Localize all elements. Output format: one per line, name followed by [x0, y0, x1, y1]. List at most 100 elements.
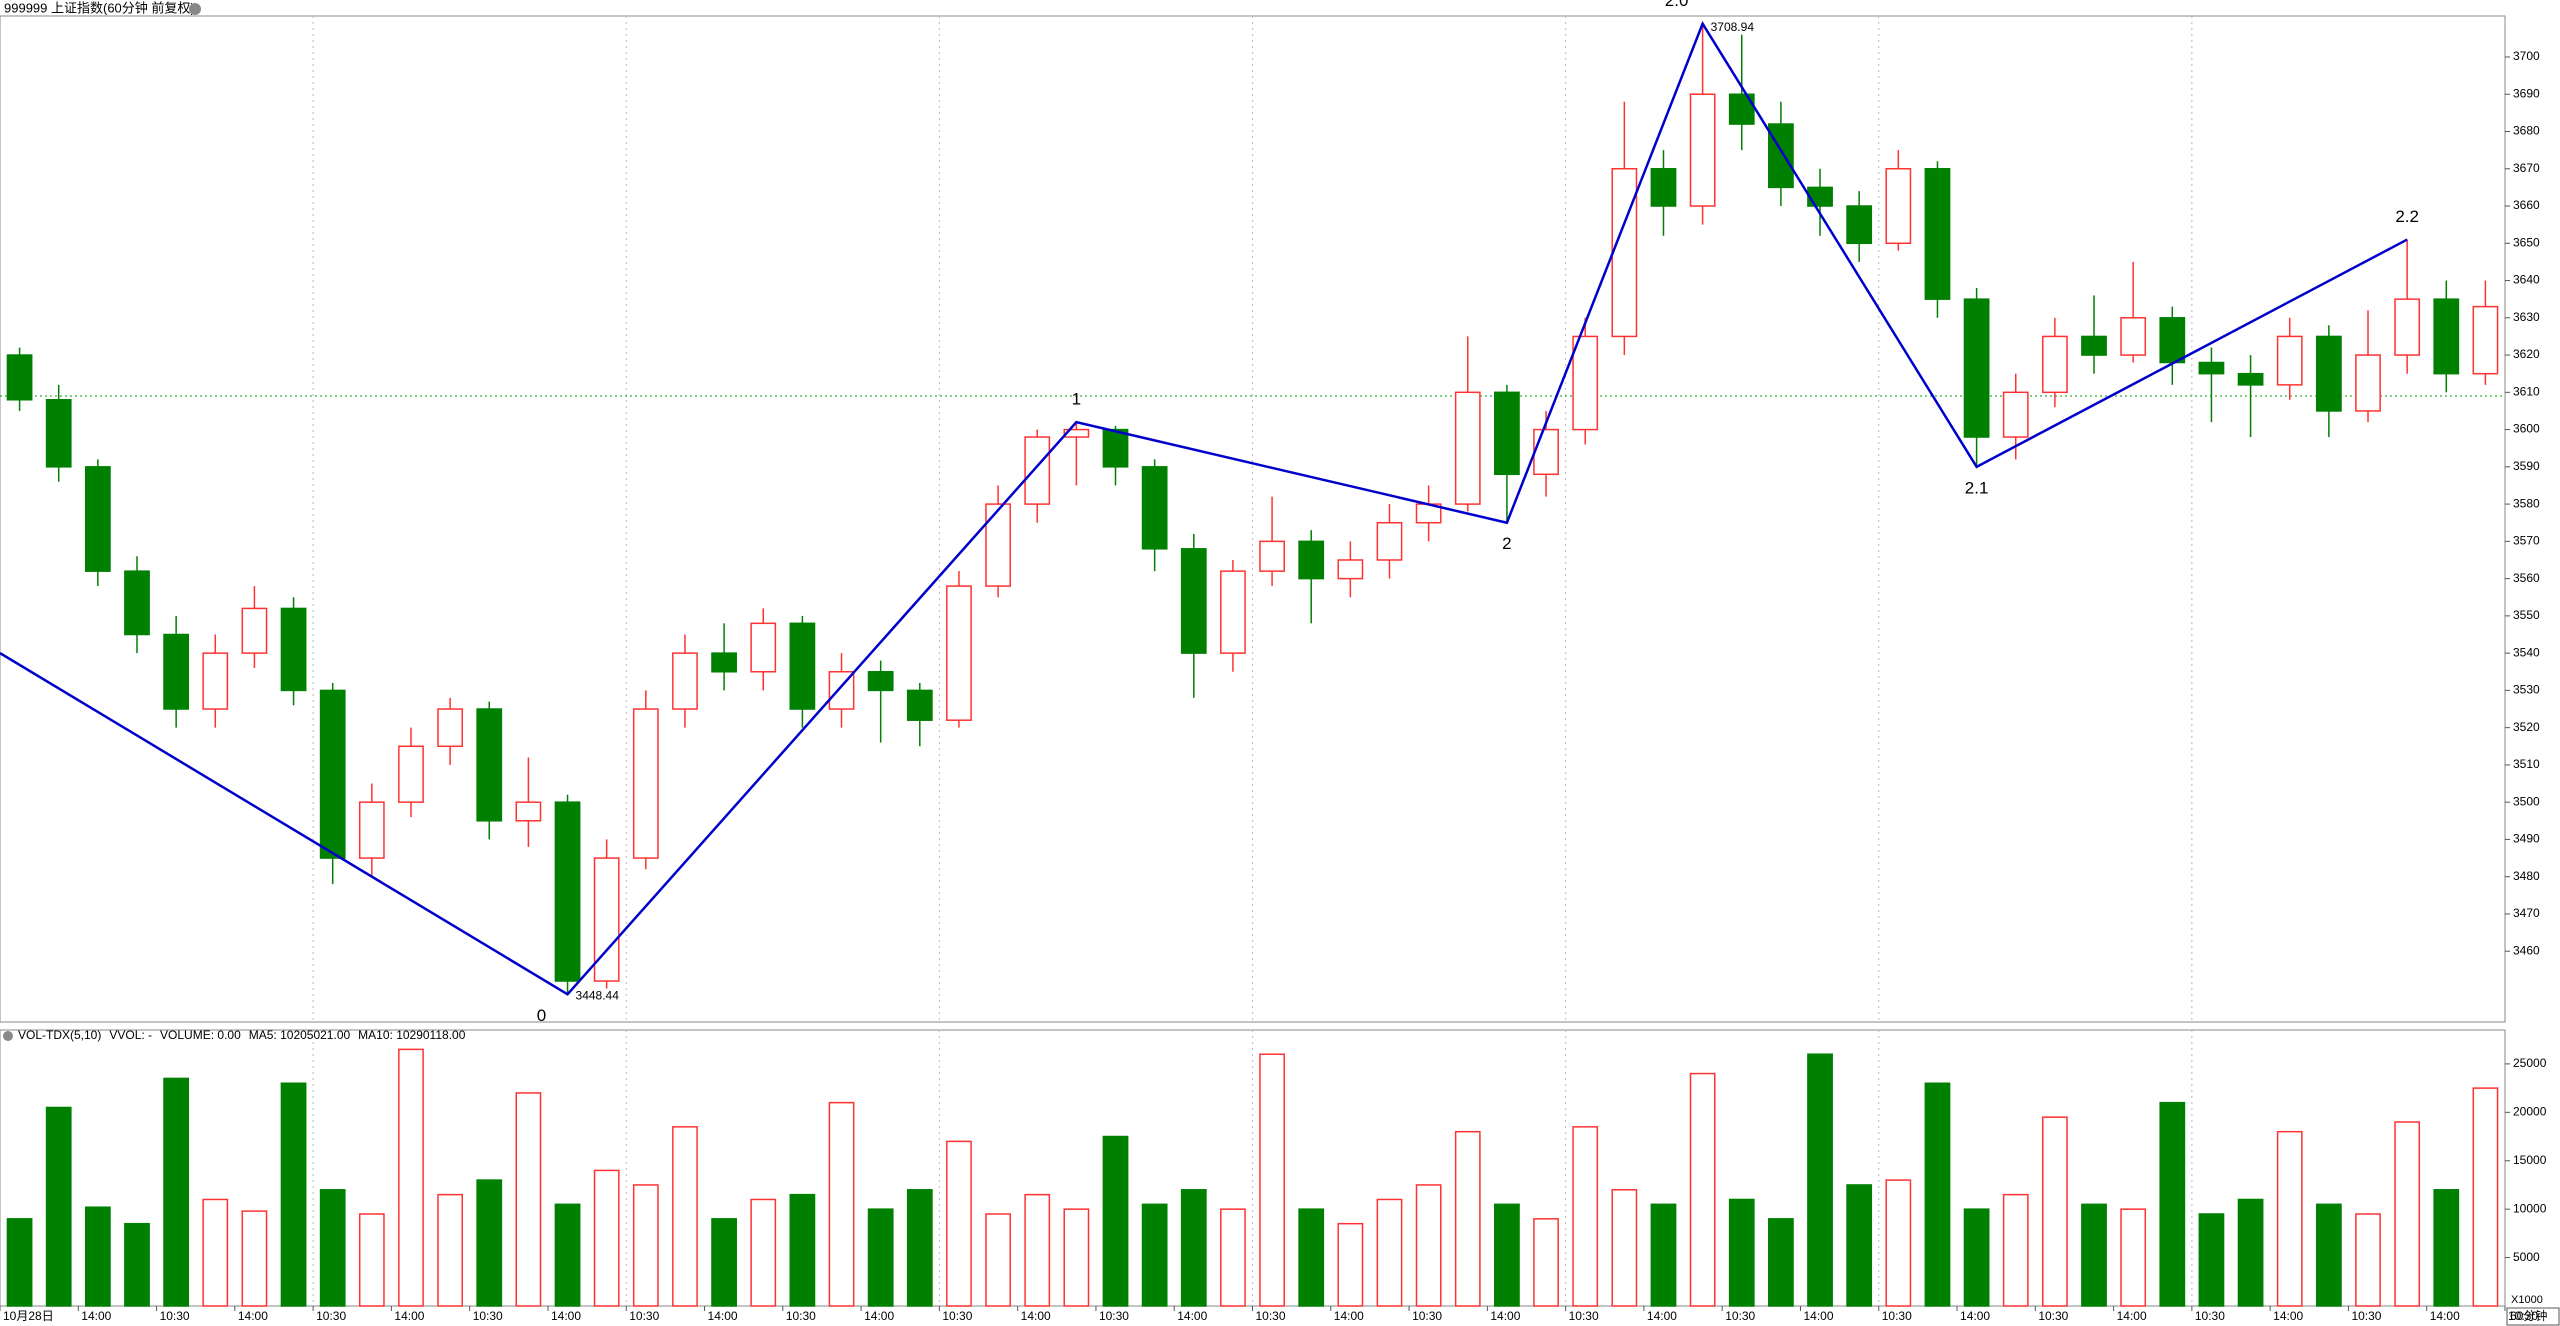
- volume-bar: [1141, 1203, 1168, 1307]
- candle-body: [1533, 428, 1559, 476]
- volume-bar: [124, 1222, 150, 1307]
- volume-bar: [1494, 1203, 1520, 1307]
- volume-tick-label: 15000: [2513, 1153, 2547, 1167]
- y-tick-label: 3460: [2513, 943, 2540, 957]
- x-tick-label: 10:30: [629, 1309, 659, 1323]
- y-tick-label: 3550: [2513, 608, 2540, 622]
- candle-body: [1102, 428, 1129, 468]
- pivot-label: 2.1: [1965, 478, 1989, 497]
- volume-bar: [1611, 1189, 1638, 1307]
- candle-body: [2002, 391, 2029, 438]
- volume-bar: [946, 1140, 972, 1307]
- x-tick-label: 10:30: [1569, 1309, 1599, 1323]
- x-tick-label: 10:30: [942, 1309, 972, 1323]
- candle-body: [2276, 335, 2303, 386]
- candle-body: [515, 801, 542, 822]
- volume-bar: [1259, 1053, 1285, 1307]
- volume-bar: [319, 1189, 346, 1307]
- candle-body: [1846, 205, 1873, 245]
- volume-bar: [828, 1101, 855, 1307]
- candle-body: [84, 466, 111, 572]
- candle-body: [45, 399, 72, 468]
- volume-bar: [1924, 1082, 1951, 1307]
- candle-body: [319, 689, 346, 859]
- candle-body: [2198, 361, 2225, 375]
- candle-body: [1572, 335, 1599, 431]
- volume-tick-label: 20000: [2513, 1104, 2547, 1118]
- pivot-label: 2.2: [2395, 207, 2419, 226]
- y-tick-label: 3700: [2513, 49, 2540, 63]
- candle-body: [2237, 372, 2264, 386]
- candle-body: [1885, 168, 1912, 245]
- candle-body: [241, 607, 268, 654]
- candle-body: [1337, 559, 1364, 580]
- volume-bar: [1024, 1193, 1051, 1307]
- x-tick-label: 10:30: [1099, 1309, 1129, 1323]
- volume-bar: [985, 1213, 1011, 1307]
- volume-icon[interactable]: [3, 1031, 13, 1041]
- candle-body: [6, 354, 33, 401]
- candle-body: [124, 570, 150, 636]
- title-icon[interactable]: [189, 3, 201, 15]
- volume-bar: [1337, 1222, 1364, 1307]
- volume-bar: [6, 1218, 33, 1307]
- volume-bar: [515, 1092, 542, 1307]
- x-tick-label: 14:00: [2117, 1309, 2147, 1323]
- volume-bar: [163, 1077, 190, 1307]
- y-tick-label: 3470: [2513, 906, 2540, 920]
- y-tick-label: 3530: [2513, 683, 2540, 697]
- x-tick-label: 14:00: [1021, 1309, 1051, 1323]
- candle-body: [358, 801, 385, 859]
- volume-bar: [2120, 1208, 2147, 1307]
- volume-bar: [1063, 1208, 1090, 1307]
- volume-bar: [1846, 1184, 1873, 1307]
- x-tick-label: 10:30: [786, 1309, 816, 1323]
- candle-body: [593, 857, 620, 982]
- candle-body: [2041, 335, 2068, 394]
- candle-body: [632, 708, 659, 859]
- candle-body: [2159, 317, 2186, 364]
- volume-bar: [84, 1206, 111, 1307]
- volume-bar: [2355, 1213, 2381, 1307]
- candle-body: [437, 708, 464, 748]
- volume-bar: [789, 1193, 816, 1307]
- x-tick-label: 10:30: [316, 1309, 346, 1323]
- x-tick-label: 14:00: [708, 1309, 738, 1323]
- volume-bar: [1963, 1208, 1990, 1307]
- candle-body: [1611, 168, 1638, 338]
- x-tick-label: 10:30: [1882, 1309, 1912, 1323]
- x-tick-label: 14:00: [1960, 1309, 1990, 1323]
- candle-body: [1768, 123, 1794, 189]
- y-tick-label: 3610: [2513, 384, 2540, 398]
- volume-bar: [241, 1210, 268, 1307]
- volume-bar: [2081, 1203, 2107, 1307]
- volume-header: MA5: 10205021.00: [249, 1028, 351, 1042]
- candle-body: [476, 708, 503, 822]
- pivot-label: 1: [1072, 390, 1081, 409]
- volume-bar: [45, 1106, 72, 1307]
- volume-bar: [906, 1189, 933, 1307]
- x-tick-label: 10:30: [2038, 1309, 2068, 1323]
- x-tick-label: 14:00: [2430, 1309, 2460, 1323]
- volume-bar: [2198, 1213, 2225, 1307]
- candle-body: [1963, 298, 1990, 438]
- y-tick-label: 3660: [2513, 198, 2540, 212]
- x-tick-label: 10:30: [1725, 1309, 1755, 1323]
- pivot-value: 3708.94: [1711, 20, 1755, 34]
- volume-tick-label: 25000: [2513, 1056, 2547, 1070]
- candle-body: [202, 652, 229, 710]
- candle-body: [711, 652, 737, 673]
- x-tick-label: 10:30: [1412, 1309, 1442, 1323]
- pivot-value: 3448.44: [576, 988, 620, 1002]
- y-tick-label: 3580: [2513, 496, 2540, 510]
- y-tick-label: 3640: [2513, 273, 2540, 287]
- pivot-label: 2.0: [1665, 0, 1689, 10]
- volume-bar: [593, 1169, 620, 1307]
- volume-tick-label: 10000: [2513, 1201, 2547, 1215]
- candle-body: [750, 622, 777, 673]
- candle-body: [1220, 570, 1246, 654]
- volume-bar: [1220, 1208, 1246, 1307]
- candle-body: [554, 801, 581, 982]
- y-tick-label: 3480: [2513, 869, 2540, 883]
